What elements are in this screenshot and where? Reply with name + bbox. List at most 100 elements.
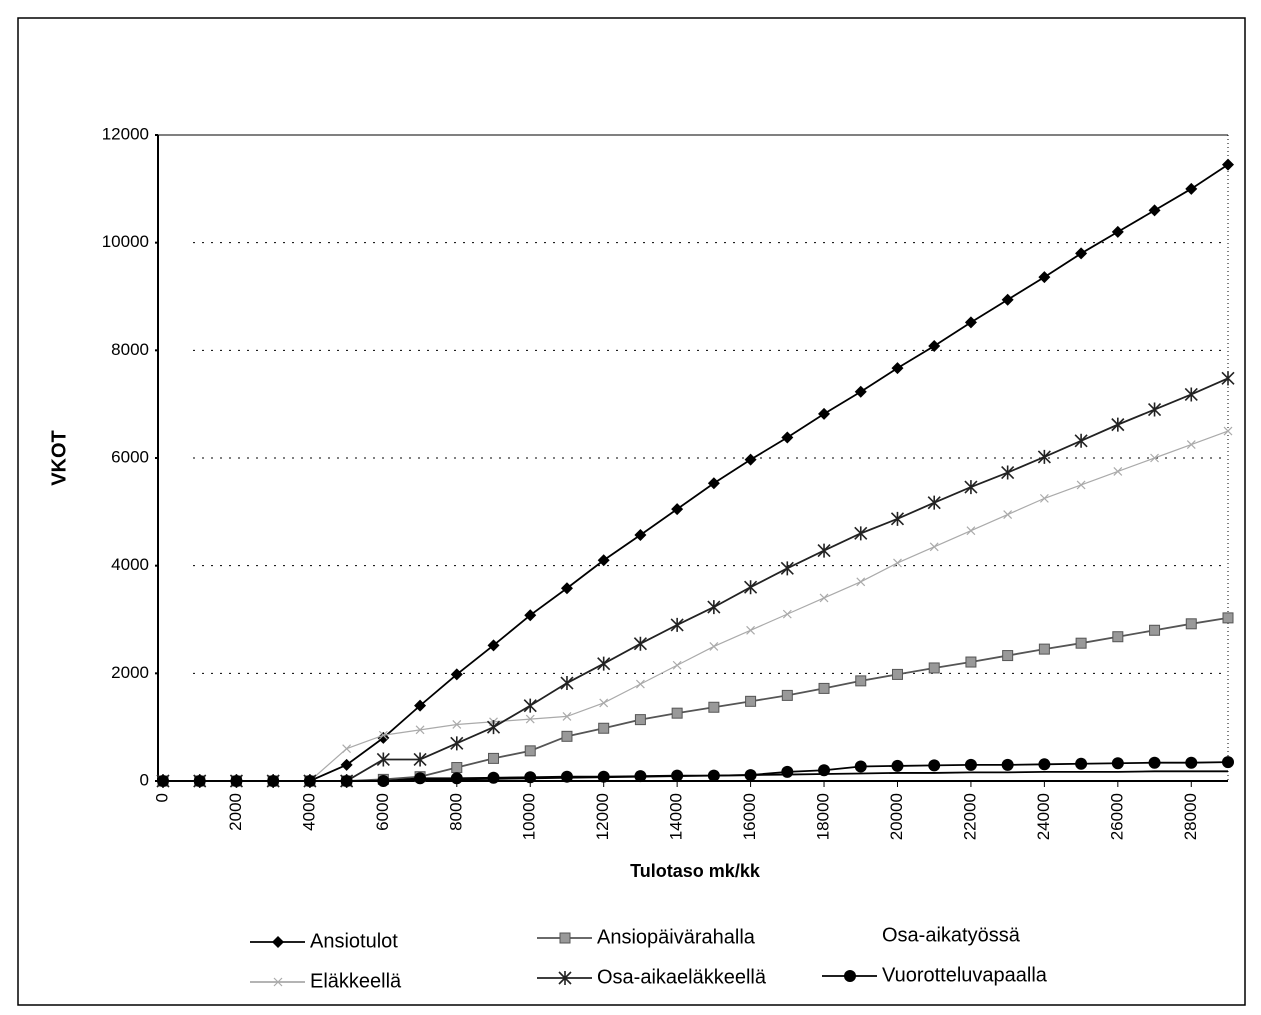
legend-label: Osa-aikatyössä (882, 924, 1021, 946)
point (597, 656, 611, 671)
series-line (163, 616, 1229, 782)
point (890, 511, 905, 526)
point (340, 758, 353, 771)
point (1075, 247, 1088, 260)
y-tick-label: 2000 (111, 663, 149, 682)
point (598, 722, 610, 734)
point (891, 362, 904, 375)
point (562, 711, 572, 721)
point (634, 770, 647, 783)
point (671, 769, 684, 782)
point (746, 625, 756, 635)
series-line (163, 163, 1229, 782)
point (561, 730, 573, 742)
point (450, 668, 463, 681)
series-line (163, 761, 1229, 782)
point (1075, 757, 1088, 770)
point (1111, 757, 1124, 770)
x-tick-label: 0 (152, 793, 171, 802)
y-tick-label: 10000 (102, 232, 149, 251)
point (1185, 182, 1198, 195)
point (745, 695, 757, 707)
legend-label: Osa-aikaeläkkeellä (597, 966, 767, 988)
point (414, 772, 427, 785)
point (818, 407, 831, 420)
point (303, 775, 316, 787)
point (1037, 449, 1051, 464)
y-axis-label: VKOT (48, 430, 70, 486)
point (488, 752, 500, 764)
point (891, 759, 904, 772)
point (1222, 158, 1234, 171)
point (267, 775, 280, 787)
frame (17, 17, 1246, 1006)
point (1039, 493, 1049, 503)
point (157, 775, 169, 787)
point (1185, 756, 1198, 769)
point (1074, 433, 1088, 448)
x-tick-label: 20000 (887, 793, 906, 840)
point (707, 769, 720, 782)
point (707, 600, 721, 615)
point (1111, 225, 1124, 238)
x-tick-label: 28000 (1181, 793, 1200, 840)
point (854, 760, 867, 773)
point (1001, 293, 1014, 306)
x-tick-label: 18000 (814, 793, 833, 840)
point (413, 752, 427, 767)
point (1002, 650, 1014, 662)
point (844, 970, 856, 982)
point (854, 526, 868, 541)
point (634, 528, 647, 541)
point (670, 617, 684, 632)
point (377, 775, 390, 787)
point (451, 762, 463, 774)
x-tick-label: 12000 (593, 793, 612, 840)
point (1038, 758, 1051, 771)
point (671, 707, 683, 719)
point (1148, 204, 1161, 217)
y-tick-label: 8000 (111, 340, 149, 359)
point (1111, 417, 1125, 432)
point (781, 765, 794, 778)
x-tick-label: 10000 (520, 793, 539, 840)
point (558, 971, 572, 985)
point (524, 609, 537, 622)
point (856, 577, 866, 587)
x-axis-label: Tulotaso mk/kk (630, 861, 761, 881)
point (1038, 271, 1051, 284)
point (272, 936, 284, 948)
point (818, 682, 830, 694)
point (965, 656, 977, 668)
point (597, 770, 610, 783)
point (524, 745, 536, 757)
point (1001, 465, 1015, 480)
point (560, 770, 573, 783)
point (450, 736, 464, 751)
point (708, 701, 720, 713)
point (559, 932, 571, 944)
point (634, 714, 646, 726)
point (1148, 756, 1161, 769)
point (525, 714, 535, 724)
point (1149, 624, 1161, 636)
point (415, 725, 425, 735)
x-tick-label: 24000 (1034, 793, 1053, 840)
x-tick-label: 14000 (667, 793, 686, 840)
point (781, 431, 794, 444)
point (342, 744, 352, 754)
point (1001, 758, 1014, 771)
point (1076, 480, 1086, 490)
point (817, 543, 831, 558)
point (378, 730, 388, 740)
y-tick-label: 6000 (111, 447, 149, 466)
y-tick-label: 4000 (111, 555, 149, 574)
x-tick-label: 6000 (373, 793, 392, 831)
point (966, 526, 976, 536)
point (560, 582, 573, 595)
point (1038, 643, 1050, 655)
point (744, 580, 758, 595)
point (487, 771, 500, 784)
series-line (163, 430, 1229, 782)
